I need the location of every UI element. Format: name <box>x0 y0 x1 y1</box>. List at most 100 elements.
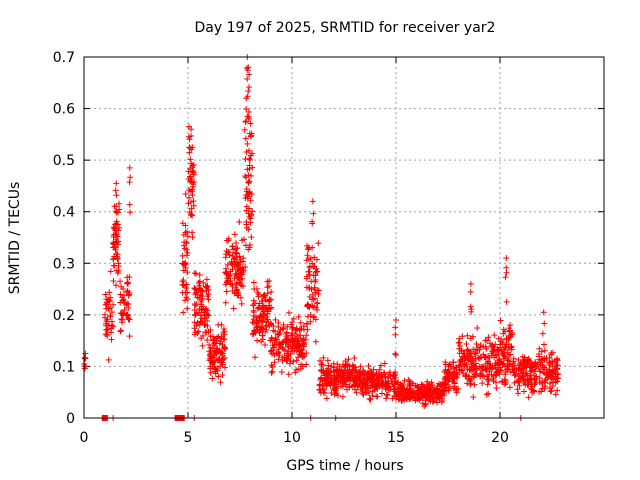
data-point <box>112 246 119 253</box>
data-point <box>539 330 546 337</box>
data-point <box>103 299 110 306</box>
data-point <box>222 269 229 276</box>
data-point <box>243 148 250 155</box>
data-point <box>486 340 493 347</box>
x-tick-label: 15 <box>387 430 405 446</box>
data-point <box>231 231 238 238</box>
data-point <box>304 320 311 327</box>
data-point <box>417 394 424 401</box>
data-point <box>552 391 559 398</box>
data-point <box>531 381 538 388</box>
data-point <box>528 367 535 374</box>
data-point <box>206 348 213 355</box>
data-point <box>497 359 504 366</box>
data-point <box>246 84 253 91</box>
data-point <box>321 377 328 384</box>
data-point <box>517 367 524 374</box>
data-point <box>254 322 261 329</box>
data-point <box>446 361 453 368</box>
data-point <box>254 337 261 344</box>
data-point <box>195 309 202 316</box>
data-point <box>191 331 198 338</box>
data-point <box>271 359 278 366</box>
data-point <box>108 336 115 343</box>
data-point <box>245 190 252 197</box>
data-point <box>376 366 383 373</box>
data-point <box>242 242 249 249</box>
data-point <box>243 221 250 228</box>
data-point <box>450 358 457 365</box>
data-point <box>464 380 471 387</box>
data-point <box>233 250 240 257</box>
data-point <box>192 311 199 318</box>
data-point <box>197 299 204 306</box>
data-point <box>246 155 253 162</box>
data-point <box>442 366 449 373</box>
data-point <box>104 326 111 333</box>
data-point <box>241 126 248 133</box>
data-point <box>220 329 227 336</box>
data-point <box>541 320 548 327</box>
data-point <box>293 366 300 373</box>
data-point <box>283 350 290 357</box>
data-point <box>295 365 302 372</box>
data-point <box>483 373 490 380</box>
data-point <box>377 362 384 369</box>
data-point <box>187 188 194 195</box>
data-point <box>461 350 468 357</box>
data-point <box>332 375 339 382</box>
data-point <box>272 316 279 323</box>
data-point <box>292 369 299 376</box>
data-point <box>506 334 513 341</box>
data-point <box>371 373 378 380</box>
data-point <box>546 380 553 387</box>
data-point <box>533 373 540 380</box>
data-point <box>365 363 372 370</box>
data-point <box>242 118 249 125</box>
data-point <box>322 380 329 387</box>
data-point <box>110 224 117 231</box>
data-point <box>468 308 475 315</box>
y-tick-label: 0 <box>66 411 75 427</box>
data-point <box>117 328 124 335</box>
data-point <box>253 285 260 292</box>
data-point <box>276 341 283 348</box>
data-point <box>180 242 187 249</box>
data-point <box>503 264 510 271</box>
data-point <box>102 320 109 327</box>
data-point <box>540 355 547 362</box>
data-point <box>280 325 287 332</box>
data-point <box>484 381 491 388</box>
data-point <box>113 203 120 210</box>
data-point <box>126 333 133 340</box>
data-point <box>297 351 304 358</box>
data-point <box>503 298 510 305</box>
data-point <box>264 316 271 323</box>
data-point <box>544 374 551 381</box>
data-point <box>320 354 327 361</box>
data-point <box>118 310 125 317</box>
data-point <box>324 357 331 364</box>
data-point <box>180 267 187 274</box>
data-point <box>427 389 434 396</box>
data-point <box>404 394 411 401</box>
data-point <box>237 294 244 301</box>
data-point <box>303 257 310 264</box>
data-point <box>469 355 476 362</box>
data-point <box>351 354 358 361</box>
data-point <box>292 335 299 342</box>
data-point <box>191 285 198 292</box>
data-point <box>507 351 514 358</box>
data-point <box>485 334 492 341</box>
data-point <box>244 140 251 147</box>
data-point <box>117 291 124 298</box>
data-point <box>465 375 472 382</box>
data-point <box>116 206 123 213</box>
data-point <box>268 369 275 376</box>
data-point <box>279 357 286 364</box>
data-point <box>459 358 466 365</box>
data-point <box>179 289 186 296</box>
data-point <box>105 321 112 328</box>
data-point <box>187 156 194 163</box>
data-point <box>230 246 237 253</box>
